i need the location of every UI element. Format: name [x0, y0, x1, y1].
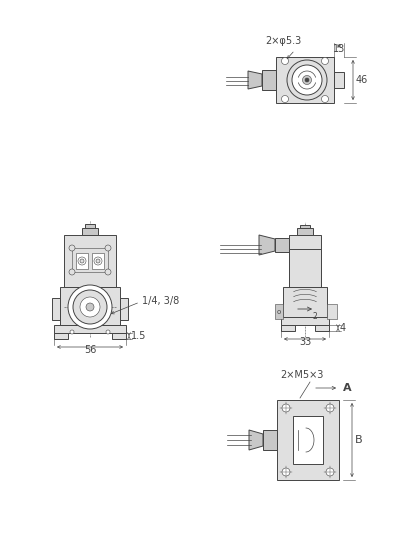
Bar [52, 298, 60, 320]
Circle shape [69, 245, 75, 251]
Circle shape [282, 468, 290, 476]
Circle shape [96, 259, 100, 263]
Circle shape [287, 60, 327, 100]
Text: 4: 4 [340, 323, 346, 333]
Bar [289, 249, 321, 287]
Bar [64, 235, 116, 287]
Circle shape [106, 330, 110, 334]
Text: 56: 56 [84, 345, 96, 355]
Bar [85, 224, 95, 228]
Circle shape [73, 290, 107, 324]
Bar [76, 253, 88, 269]
Bar [82, 228, 98, 235]
Circle shape [86, 303, 94, 311]
Text: 46: 46 [356, 75, 368, 85]
Text: 13: 13 [333, 44, 345, 54]
Polygon shape [259, 235, 275, 255]
Text: 2×φ5.3: 2×φ5.3 [265, 36, 301, 46]
Bar [283, 287, 327, 322]
Circle shape [281, 57, 288, 65]
Bar [275, 238, 289, 252]
Bar [297, 228, 313, 235]
Bar [120, 298, 128, 320]
Text: 33: 33 [299, 337, 311, 347]
Text: B: B [355, 435, 363, 445]
Bar [92, 253, 104, 269]
Circle shape [305, 78, 309, 82]
Polygon shape [249, 430, 263, 450]
Circle shape [78, 257, 86, 265]
Circle shape [321, 96, 328, 102]
Bar [293, 416, 323, 464]
Bar [289, 235, 321, 287]
Bar [262, 70, 276, 90]
Bar [54, 333, 68, 339]
Bar [60, 287, 120, 325]
Circle shape [326, 404, 334, 412]
Circle shape [292, 65, 322, 95]
Text: A: A [343, 383, 351, 393]
Circle shape [105, 269, 111, 275]
Bar [334, 72, 344, 88]
Polygon shape [248, 71, 262, 89]
Circle shape [94, 257, 102, 265]
Text: 2×M5×3: 2×M5×3 [280, 370, 323, 380]
Circle shape [281, 96, 288, 102]
Bar [276, 57, 334, 103]
Text: o: o [277, 309, 281, 315]
Text: 1/4, 3/8: 1/4, 3/8 [142, 296, 179, 306]
Bar [300, 225, 310, 228]
Circle shape [68, 285, 112, 329]
Bar [263, 430, 277, 450]
Circle shape [282, 404, 290, 412]
Bar [275, 304, 283, 319]
Text: 1.5: 1.5 [131, 331, 146, 341]
Circle shape [105, 245, 111, 251]
Circle shape [321, 57, 328, 65]
Circle shape [69, 269, 75, 275]
Bar [112, 333, 126, 339]
Bar [315, 325, 329, 331]
Bar [54, 325, 126, 333]
Bar [327, 304, 337, 319]
Bar [277, 400, 339, 480]
Bar [72, 248, 108, 272]
Circle shape [70, 330, 74, 334]
Text: 2: 2 [313, 312, 318, 321]
Circle shape [80, 297, 100, 317]
Circle shape [326, 468, 334, 476]
Circle shape [80, 259, 84, 263]
Bar [281, 317, 329, 325]
Circle shape [302, 75, 311, 84]
Bar [281, 325, 295, 331]
